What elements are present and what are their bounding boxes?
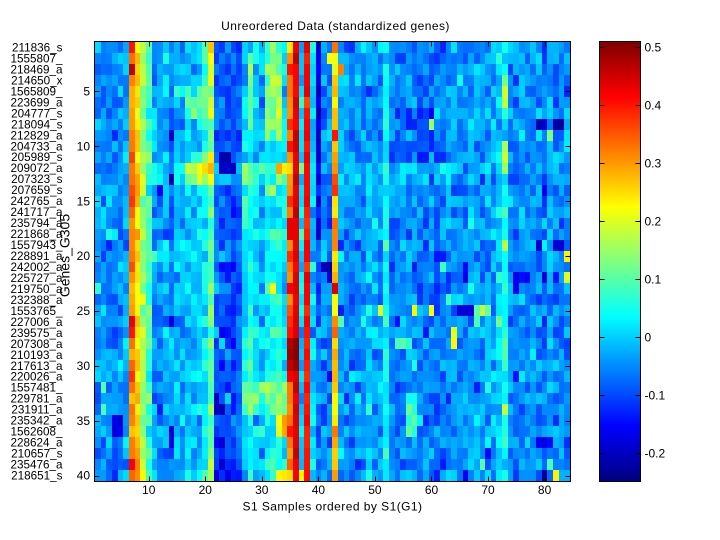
svg-text:1562608_: 1562608_ bbox=[10, 426, 63, 439]
svg-text:5: 5 bbox=[83, 85, 90, 99]
svg-text:210657_s: 210657_s bbox=[11, 448, 63, 461]
svg-text:1553765_: 1553765_ bbox=[10, 305, 63, 318]
svg-text:235794_a: 235794_a bbox=[10, 217, 63, 230]
svg-text:228624_a: 228624_a bbox=[10, 437, 63, 450]
svg-text:-0.1: -0.1 bbox=[645, 389, 666, 403]
svg-text:40: 40 bbox=[312, 483, 326, 497]
svg-text:10: 10 bbox=[142, 483, 156, 497]
svg-text:242002_a: 242002_a bbox=[10, 261, 63, 274]
svg-text:210193_a: 210193_a bbox=[10, 349, 63, 362]
svg-text:Unreordered Data (standardized: Unreordered Data (standardized genes) bbox=[221, 19, 450, 33]
svg-text:204777_s: 204777_s bbox=[11, 107, 63, 120]
svg-text:205989_s: 205989_s bbox=[11, 151, 63, 164]
svg-text:207323_s: 207323_s bbox=[11, 173, 63, 186]
svg-text:225727_a: 225727_a bbox=[10, 272, 63, 285]
svg-text:241717_a: 241717_a bbox=[10, 206, 63, 219]
svg-text:223699_a: 223699_a bbox=[10, 96, 63, 109]
svg-text:219750_a: 219750_a bbox=[10, 283, 63, 296]
svg-text:235342_a: 235342_a bbox=[10, 415, 63, 428]
svg-text:227006_a: 227006_a bbox=[10, 316, 63, 329]
svg-text:0.5: 0.5 bbox=[645, 41, 662, 55]
svg-text:207308_a: 207308_a bbox=[10, 338, 63, 351]
svg-text:1557481_: 1557481_ bbox=[10, 382, 63, 395]
svg-text:1557943_: 1557943_ bbox=[10, 239, 63, 252]
svg-text:0.4: 0.4 bbox=[645, 99, 662, 113]
svg-text:30: 30 bbox=[77, 359, 91, 373]
svg-text:242765_a: 242765_a bbox=[10, 195, 63, 208]
svg-text:239575_a: 239575_a bbox=[10, 327, 63, 340]
svg-text:209072_a: 209072_a bbox=[10, 162, 63, 175]
svg-text:0: 0 bbox=[645, 331, 652, 345]
svg-text:212829_a: 212829_a bbox=[10, 129, 63, 142]
svg-text:30: 30 bbox=[255, 483, 269, 497]
svg-text:1555807_: 1555807_ bbox=[10, 53, 63, 66]
svg-text:217613_a: 217613_a bbox=[10, 360, 63, 373]
svg-text:50: 50 bbox=[368, 483, 382, 497]
svg-text:214650_x: 214650_x bbox=[11, 74, 63, 87]
svg-text:1565809_: 1565809_ bbox=[10, 85, 63, 98]
svg-text:232388_a: 232388_a bbox=[10, 294, 63, 307]
svg-text:15: 15 bbox=[77, 194, 91, 208]
svg-text:207659_s: 207659_s bbox=[11, 184, 63, 197]
svg-text:Genes_G305: Genes_G305 bbox=[57, 214, 73, 297]
svg-text:10: 10 bbox=[77, 140, 91, 154]
svg-text:60: 60 bbox=[425, 483, 439, 497]
svg-text:231911_a: 231911_a bbox=[11, 404, 63, 417]
svg-text:0.2: 0.2 bbox=[645, 215, 662, 229]
svg-text:0.1: 0.1 bbox=[645, 273, 662, 287]
svg-text:229781_a: 229781_a bbox=[10, 393, 63, 406]
svg-text:218469_a: 218469_a bbox=[10, 63, 63, 76]
svg-text:220026_a: 220026_a bbox=[10, 371, 63, 384]
svg-text:204733_a: 204733_a bbox=[10, 140, 63, 153]
svg-text:221868_a: 221868_a bbox=[10, 228, 63, 241]
svg-text:20: 20 bbox=[199, 483, 213, 497]
svg-text:25: 25 bbox=[77, 304, 91, 318]
svg-text:80: 80 bbox=[538, 483, 552, 497]
svg-text:35: 35 bbox=[77, 414, 91, 428]
svg-text:211836_s: 211836_s bbox=[12, 42, 63, 55]
svg-text:20: 20 bbox=[77, 249, 91, 263]
svg-text:70: 70 bbox=[481, 483, 495, 497]
svg-text:0.3: 0.3 bbox=[645, 157, 662, 171]
svg-text:-0.2: -0.2 bbox=[645, 447, 666, 461]
svg-text:218651_s: 218651_s bbox=[11, 470, 63, 483]
svg-text:218094_s: 218094_s bbox=[11, 118, 63, 131]
svg-text:235476_a: 235476_a bbox=[10, 459, 63, 472]
svg-text:S1 Samples ordered by S1(G1): S1 Samples ordered by S1(G1) bbox=[242, 500, 422, 514]
svg-text:40: 40 bbox=[77, 469, 91, 483]
svg-text:228891_a: 228891_a bbox=[10, 250, 63, 263]
